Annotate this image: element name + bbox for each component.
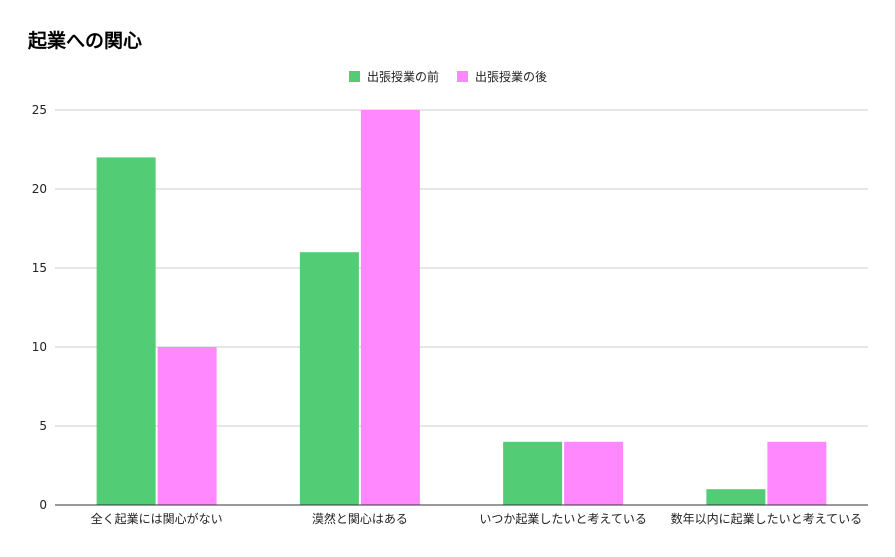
x-category-label: 全く起業には関心がない <box>91 511 223 526</box>
bar-series-1-category-2 <box>564 441 624 505</box>
bar-series-1-category-3 <box>767 441 827 505</box>
y-tick-label: 5 <box>39 419 47 433</box>
bar-series-0-category-2 <box>503 441 563 505</box>
legend: 出張授業の前 出張授業の後 <box>349 69 547 84</box>
chart-title: 起業への関心 <box>27 29 142 52</box>
legend-swatch <box>349 71 360 82</box>
x-category-label: いつか起業したいと考えている <box>479 512 646 526</box>
y-axis-ticks: 0 5 10 15 20 25 <box>32 103 47 512</box>
bar-series-0-category-1 <box>299 252 359 505</box>
legend-label: 出張授業の前 <box>367 69 439 84</box>
y-tick-label: 15 <box>32 261 47 275</box>
bar-series-0-category-0 <box>96 157 156 505</box>
legend-swatch <box>457 71 468 82</box>
bar-series-1-category-1 <box>360 110 420 505</box>
x-category-label: 漠然と関心はある <box>312 511 408 526</box>
x-axis-labels: 全く起業には関心がない 漠然と関心はある いつか起業したいと考えている 数年以内に起業… <box>91 511 862 526</box>
bars <box>96 110 827 505</box>
bar-series-0-category-3 <box>706 489 766 505</box>
x-category-label: 数年以内に起業したいと考えている <box>671 511 862 526</box>
y-tick-label: 20 <box>32 182 47 196</box>
legend-label: 出張授業の後 <box>475 69 547 84</box>
y-tick-label: 25 <box>32 103 47 117</box>
y-tick-label: 10 <box>32 340 47 354</box>
y-tick-label: 0 <box>39 498 47 512</box>
bar-series-1-category-0 <box>157 347 217 505</box>
